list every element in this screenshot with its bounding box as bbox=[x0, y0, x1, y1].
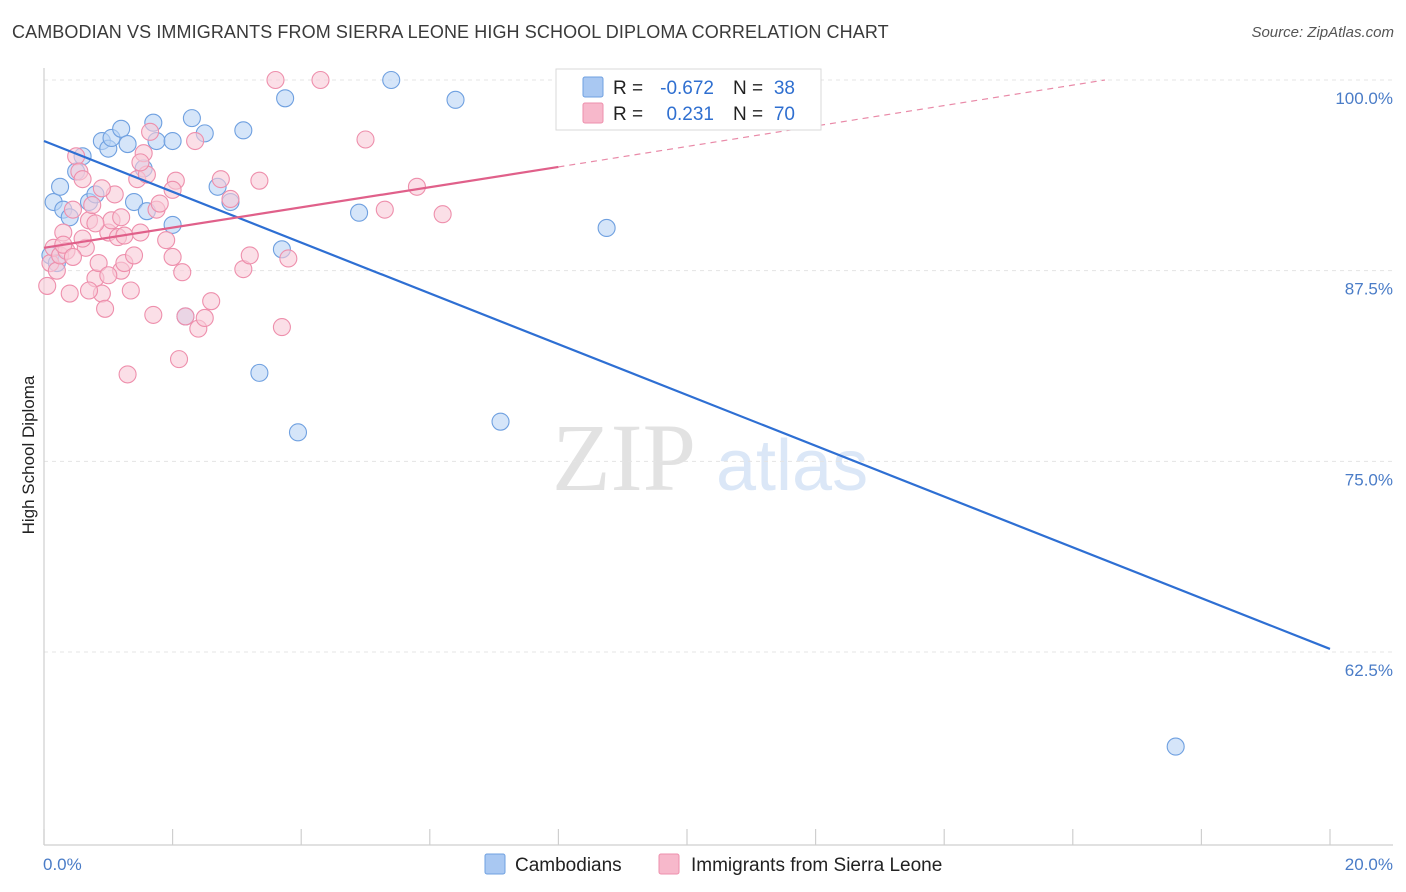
point-cambodians-30 bbox=[350, 203, 369, 222]
point-cambodians-35 bbox=[1166, 737, 1185, 756]
y-tick-labels: 100.0% 87.5% 75.0% 62.5% bbox=[1335, 89, 1393, 680]
point-sierra-leone-66 bbox=[86, 214, 105, 233]
gridlines bbox=[44, 79, 1393, 653]
watermark-atlas: atlas bbox=[716, 426, 868, 506]
point-sierra-leone-36 bbox=[157, 231, 176, 250]
watermark-zip: ZIP bbox=[552, 404, 696, 511]
source-credit: Source: ZipAtlas.com bbox=[1251, 24, 1394, 41]
point-cambodians-13 bbox=[124, 192, 144, 212]
legend-r-value-cambodians: -0.672 bbox=[660, 78, 714, 99]
point-cambodians-29 bbox=[288, 423, 308, 442]
point-sierra-leone-18 bbox=[96, 299, 115, 318]
point-sierra-leone-51 bbox=[266, 70, 285, 90]
legend-n-label-sierra-leone: N = bbox=[733, 104, 763, 125]
point-sierra-leone-49 bbox=[240, 246, 259, 265]
point-sierra-leone-3 bbox=[47, 261, 66, 280]
point-sierra-leone-44 bbox=[195, 308, 214, 328]
legend-swatch-cambodians bbox=[582, 76, 604, 98]
point-cambodians-18 bbox=[163, 215, 182, 234]
bottom-legend-label-sierra-leone: Immigrants from Sierra Leone bbox=[691, 855, 942, 876]
point-cambodians-31 bbox=[382, 70, 401, 90]
point-sierra-leone-59 bbox=[99, 266, 118, 285]
point-cambodians-25 bbox=[234, 121, 253, 140]
point-cambodians-11 bbox=[112, 119, 131, 138]
point-cambodians-19 bbox=[163, 131, 182, 151]
bottom-legend-label-cambodians: Cambodians bbox=[515, 855, 622, 876]
point-sierra-leone-58 bbox=[433, 205, 452, 224]
x-tick-label-min: 0.0% bbox=[43, 855, 82, 874]
point-sierra-leone-61 bbox=[79, 281, 99, 300]
point-sierra-leone-47 bbox=[221, 189, 240, 209]
point-sierra-leone-37 bbox=[163, 247, 182, 266]
trend-line-extension-sierra-leone bbox=[558, 79, 1106, 168]
point-sierra-leone-27 bbox=[124, 246, 144, 265]
point-sierra-leone-54 bbox=[311, 70, 330, 90]
point-sierra-leone-50 bbox=[250, 171, 269, 190]
y-tick-label-0: 100.0% bbox=[1335, 89, 1393, 108]
legend-box: R = -0.672 N = 38 R = 0.231 N = 70 bbox=[555, 68, 822, 131]
chart-title: CAMBODIAN VS IMMIGRANTS FROM SIERRA LEON… bbox=[12, 22, 889, 42]
legend-r-value-sierra-leone: 0.231 bbox=[666, 104, 714, 125]
y-axis-label: High School Diploma bbox=[19, 375, 38, 534]
bottom-legend-swatch-sierra-leone bbox=[658, 853, 680, 875]
bottom-legend-swatch-cambodians bbox=[484, 853, 506, 875]
y-tick-label-2: 75.0% bbox=[1345, 470, 1393, 489]
point-sierra-leone-8 bbox=[63, 200, 82, 219]
axes bbox=[43, 68, 1393, 846]
legend-n-value-cambodians: 38 bbox=[774, 78, 795, 99]
trend-line-sierra-leone bbox=[43, 165, 559, 249]
y-tick-label-1: 87.5% bbox=[1345, 280, 1393, 299]
point-sierra-leone-42 bbox=[186, 131, 205, 151]
trend-line-cambodians bbox=[43, 139, 1331, 650]
legend-r-label-cambodians: R = bbox=[613, 78, 643, 99]
point-cambodians-34 bbox=[597, 218, 616, 238]
point-cambodians-12 bbox=[118, 135, 137, 154]
x-tick-label-max: 20.0% bbox=[1345, 855, 1393, 874]
point-sierra-leone-65 bbox=[112, 208, 131, 227]
point-sierra-leone-33 bbox=[144, 305, 163, 324]
point-cambodians-32 bbox=[446, 90, 465, 109]
point-sierra-leone-39 bbox=[169, 350, 189, 369]
legend-n-value-sierra-leone: 70 bbox=[774, 104, 795, 125]
point-sierra-leone-46 bbox=[211, 170, 230, 189]
point-sierra-leone-11 bbox=[73, 170, 92, 189]
point-sierra-leone-64 bbox=[63, 247, 82, 266]
point-sierra-leone-25 bbox=[118, 365, 137, 384]
point-sierra-leone-40 bbox=[173, 263, 192, 282]
legend-r-label-sierra-leone: R = bbox=[613, 104, 643, 125]
point-sierra-leone-69 bbox=[92, 179, 111, 198]
point-sierra-leone-16 bbox=[89, 253, 108, 273]
point-sierra-leone-52 bbox=[272, 318, 291, 337]
point-sierra-leone-67 bbox=[131, 153, 150, 172]
legend-swatch-sierra-leone bbox=[582, 102, 604, 124]
point-cambodians-33 bbox=[491, 412, 510, 431]
point-sierra-leone-57 bbox=[407, 177, 426, 196]
point-sierra-leone-14 bbox=[83, 196, 102, 215]
point-cambodians-26 bbox=[250, 363, 269, 382]
point-sierra-leone-41 bbox=[176, 307, 195, 326]
data-points bbox=[38, 70, 1185, 756]
point-cambodians-21 bbox=[182, 109, 201, 128]
y-tick-label-3: 62.5% bbox=[1345, 661, 1393, 680]
point-sierra-leone-35 bbox=[150, 194, 169, 213]
point-sierra-leone-45 bbox=[202, 292, 221, 311]
point-sierra-leone-7 bbox=[60, 284, 79, 303]
point-sierra-leone-0 bbox=[38, 276, 57, 295]
point-cambodians-1 bbox=[51, 177, 70, 196]
point-sierra-leone-55 bbox=[356, 130, 375, 149]
point-sierra-leone-32 bbox=[141, 122, 160, 141]
legend-n-label-cambodians: N = bbox=[733, 78, 763, 99]
point-sierra-leone-56 bbox=[375, 200, 394, 219]
point-sierra-leone-60 bbox=[73, 229, 92, 248]
bottom-legend: Cambodians Immigrants from Sierra Leone bbox=[484, 853, 942, 876]
point-sierra-leone-26 bbox=[121, 281, 140, 300]
trend-lines bbox=[43, 79, 1331, 650]
point-sierra-leone-53 bbox=[279, 249, 298, 268]
point-cambodians-28 bbox=[276, 89, 295, 108]
